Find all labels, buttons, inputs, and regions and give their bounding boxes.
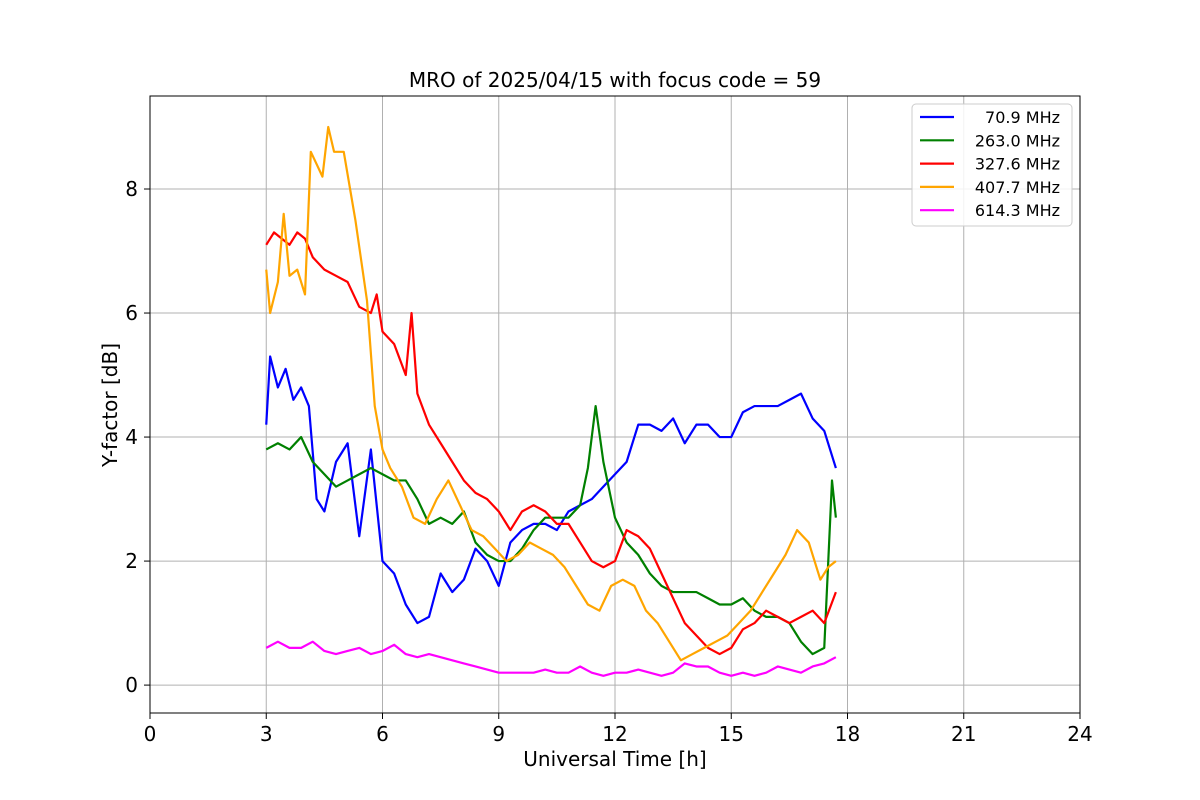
y-axis-label: Y-factor [dB]: [98, 343, 122, 468]
plot-series: [265, 125, 837, 677]
legend: 70.9 MHz 263.0 MHz 327.6 MHz 407.7 MHz 614.3…: [911, 103, 1073, 227]
y-tick-label: 8: [125, 177, 138, 201]
series-line-4: [265, 125, 837, 662]
x-tick-label: 0: [144, 722, 157, 746]
x-axis-label: Universal Time [h]: [523, 747, 706, 771]
x-tick-label: 18: [835, 722, 860, 746]
legend-label: 614.3 MHz: [975, 201, 1060, 220]
legend-label: 407.7 MHz: [975, 178, 1060, 197]
y-axis-ticks: 0 2 4 6 8: [125, 177, 150, 697]
y-tick-label: 4: [125, 425, 138, 449]
y-tick-label: 0: [125, 673, 138, 697]
x-tick-label: 15: [719, 722, 744, 746]
y-tick-label: 6: [125, 301, 138, 325]
series-line-5: [265, 640, 837, 677]
chart-title: MRO of 2025/04/15 with focus code = 59: [409, 68, 821, 92]
legend-label: 263.0 MHz: [975, 131, 1060, 150]
legend-label: 70.9 MHz: [985, 108, 1060, 127]
x-tick-label: 12: [602, 722, 627, 746]
x-tick-label: 6: [376, 722, 389, 746]
x-tick-label: 3: [260, 722, 273, 746]
x-axis-ticks: 0 3 6 9 12 15 18 21 24: [144, 713, 1093, 746]
series-line-2: [265, 404, 837, 656]
legend-items: 70.9 MHz 263.0 MHz 327.6 MHz 407.7 MHz 614.3…: [920, 108, 1060, 220]
x-tick-label: 24: [1067, 722, 1092, 746]
x-tick-label: 9: [492, 722, 505, 746]
x-tick-label: 21: [951, 722, 976, 746]
series-line-3: [265, 231, 837, 656]
y-tick-label: 2: [125, 549, 138, 573]
legend-label: 327.6 MHz: [975, 155, 1060, 174]
legend-box: [911, 103, 1073, 227]
series-line-1: [265, 355, 837, 625]
